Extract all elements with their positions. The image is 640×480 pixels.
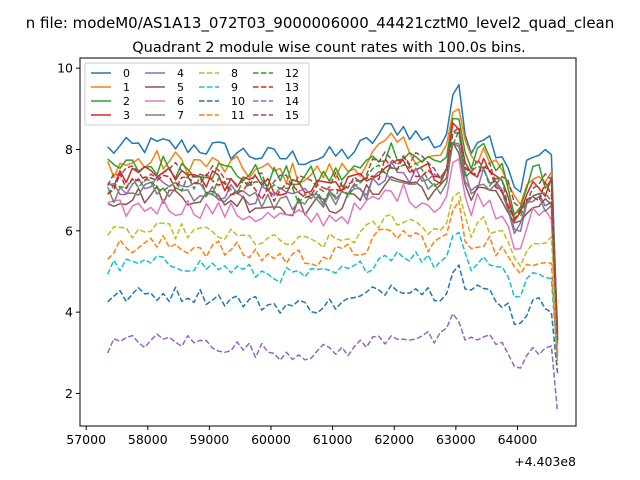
x-tick-label: 58000 bbox=[128, 432, 168, 447]
legend-label-8: 8 bbox=[231, 67, 238, 80]
x-tick-label: 59000 bbox=[190, 432, 230, 447]
series-line-7 bbox=[107, 141, 559, 345]
legend-label-1: 1 bbox=[123, 81, 130, 94]
axes: 57000 58000 59000 60000 61000 62000 63000 64000… bbox=[57, 61, 537, 447]
legend-label-4: 4 bbox=[177, 67, 184, 80]
legend-label-13: 13 bbox=[285, 81, 299, 94]
legend-label-3: 3 bbox=[123, 109, 130, 122]
legend-label-6: 6 bbox=[177, 95, 184, 108]
series-line-4 bbox=[107, 142, 559, 345]
series-line-2 bbox=[107, 117, 559, 333]
x-tick-label: 63000 bbox=[436, 432, 476, 447]
x-tick-label: 61000 bbox=[313, 432, 353, 447]
series-line-5 bbox=[107, 141, 559, 341]
y-tick-label: 6 bbox=[65, 223, 73, 238]
y-tick-label: 2 bbox=[65, 386, 73, 401]
series-line-3 bbox=[107, 122, 559, 341]
series-line-10 bbox=[107, 264, 559, 374]
series-line-9 bbox=[107, 231, 559, 361]
chart-title: Quadrant 2 module wise count rates with … bbox=[132, 40, 526, 56]
plot-area-frame bbox=[79, 57, 577, 427]
x-tick-label: 62000 bbox=[374, 432, 414, 447]
figure-suptitle: n file: modeM0/AS1A13_072T03_9000006000_… bbox=[26, 14, 615, 33]
series-line-14 bbox=[107, 312, 559, 412]
series-line-13 bbox=[107, 126, 559, 337]
x-offset-label: +4.403e8 bbox=[514, 454, 576, 469]
y-tick-label: 8 bbox=[65, 142, 73, 157]
legend-label-9: 9 bbox=[231, 81, 238, 94]
x-tick-label: 64000 bbox=[498, 432, 538, 447]
y-tick-label: 10 bbox=[57, 61, 73, 76]
legend-label-14: 14 bbox=[285, 95, 299, 108]
series-layer bbox=[107, 83, 559, 412]
series-line-12 bbox=[107, 130, 559, 341]
series-line-1 bbox=[107, 108, 559, 341]
series-line-0 bbox=[107, 83, 559, 337]
legend-label-0: 0 bbox=[123, 67, 130, 80]
legend-label-10: 10 bbox=[231, 95, 245, 108]
legend-label-11: 11 bbox=[231, 109, 245, 122]
series-line-6 bbox=[107, 158, 559, 353]
x-tick-label: 57000 bbox=[66, 432, 106, 447]
legend-label-5: 5 bbox=[177, 81, 184, 94]
y-tick-label: 4 bbox=[65, 305, 73, 320]
legend-frame bbox=[84, 62, 310, 126]
x-tick-label: 60000 bbox=[251, 432, 291, 447]
legend-label-15: 15 bbox=[285, 109, 299, 122]
series-line-8 bbox=[107, 191, 559, 357]
series-line-11 bbox=[107, 200, 559, 366]
legend-label-7: 7 bbox=[177, 109, 184, 122]
legend-label-2: 2 bbox=[123, 95, 130, 108]
legend-label-12: 12 bbox=[285, 67, 299, 80]
series-line-15 bbox=[107, 132, 559, 329]
